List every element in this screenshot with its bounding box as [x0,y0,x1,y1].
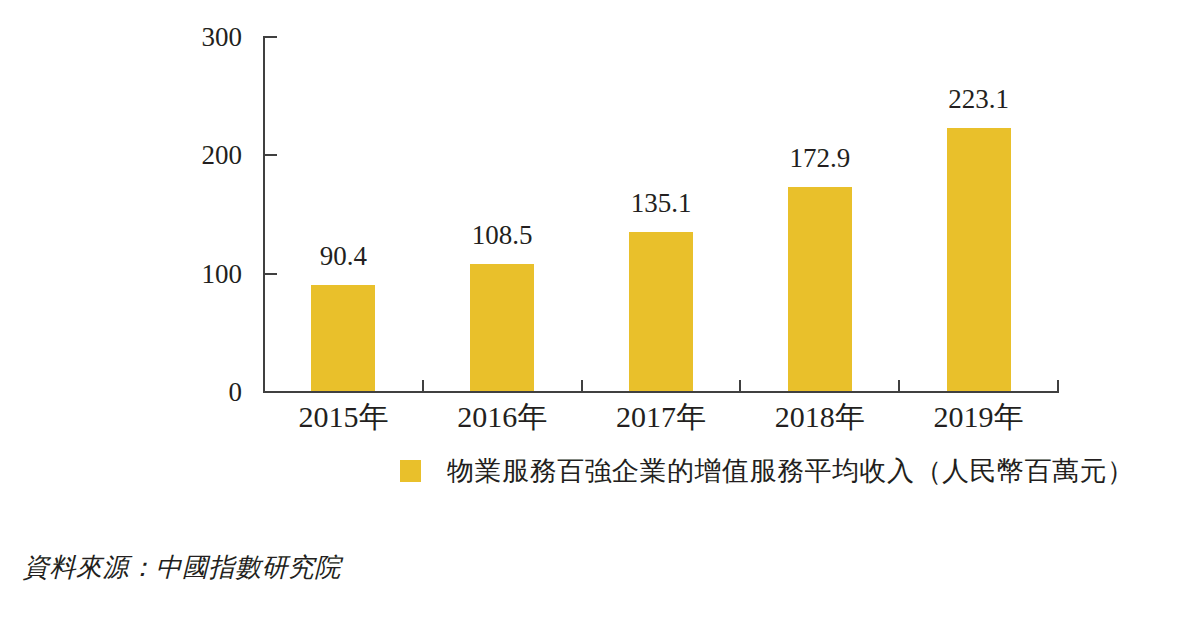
bar [470,264,534,391]
bar-value-label: 135.1 [591,188,731,218]
chart-canvas: 0 100 200 300 90.4 2015年 108.5 2016年 135.1 2017年 1… [0,0,1178,617]
x-axis-label: 2016年 [417,401,587,433]
bar [311,285,375,391]
x-tick [422,380,424,392]
chart-legend: 物業服務百強企業的增值服務平均收入（人民幣百萬元） [400,456,1135,486]
y-tick [264,154,277,156]
y-axis-label: 100 [140,259,242,289]
bar-value-label: 108.5 [432,220,572,250]
y-tick [264,36,277,38]
legend-swatch-icon [400,460,421,482]
y-tick [264,273,277,275]
x-tick [898,380,900,392]
bar [947,128,1011,391]
bar-value-label: 172.9 [750,143,890,173]
bar [629,232,693,391]
x-axis-label: 2019年 [894,401,1064,433]
bar-value-label: 223.1 [909,84,1049,114]
bar [788,187,852,391]
bar-value-label: 90.4 [273,241,413,271]
legend-label: 物業服務百強企業的增值服務平均收入（人民幣百萬元） [447,456,1135,486]
source-note: 資料來源：中國指數研究院 [23,552,341,584]
x-tick [739,380,741,392]
x-tick [1057,380,1059,392]
x-axis-line [263,391,1059,393]
y-axis-label: 200 [140,140,242,170]
x-axis-label: 2015年 [258,401,428,433]
y-axis-line [263,36,265,393]
y-axis-label: 300 [140,22,242,52]
x-axis-label: 2017年 [576,401,746,433]
x-tick [581,380,583,392]
y-axis-label: 0 [140,377,242,407]
x-axis-label: 2018年 [735,401,905,433]
